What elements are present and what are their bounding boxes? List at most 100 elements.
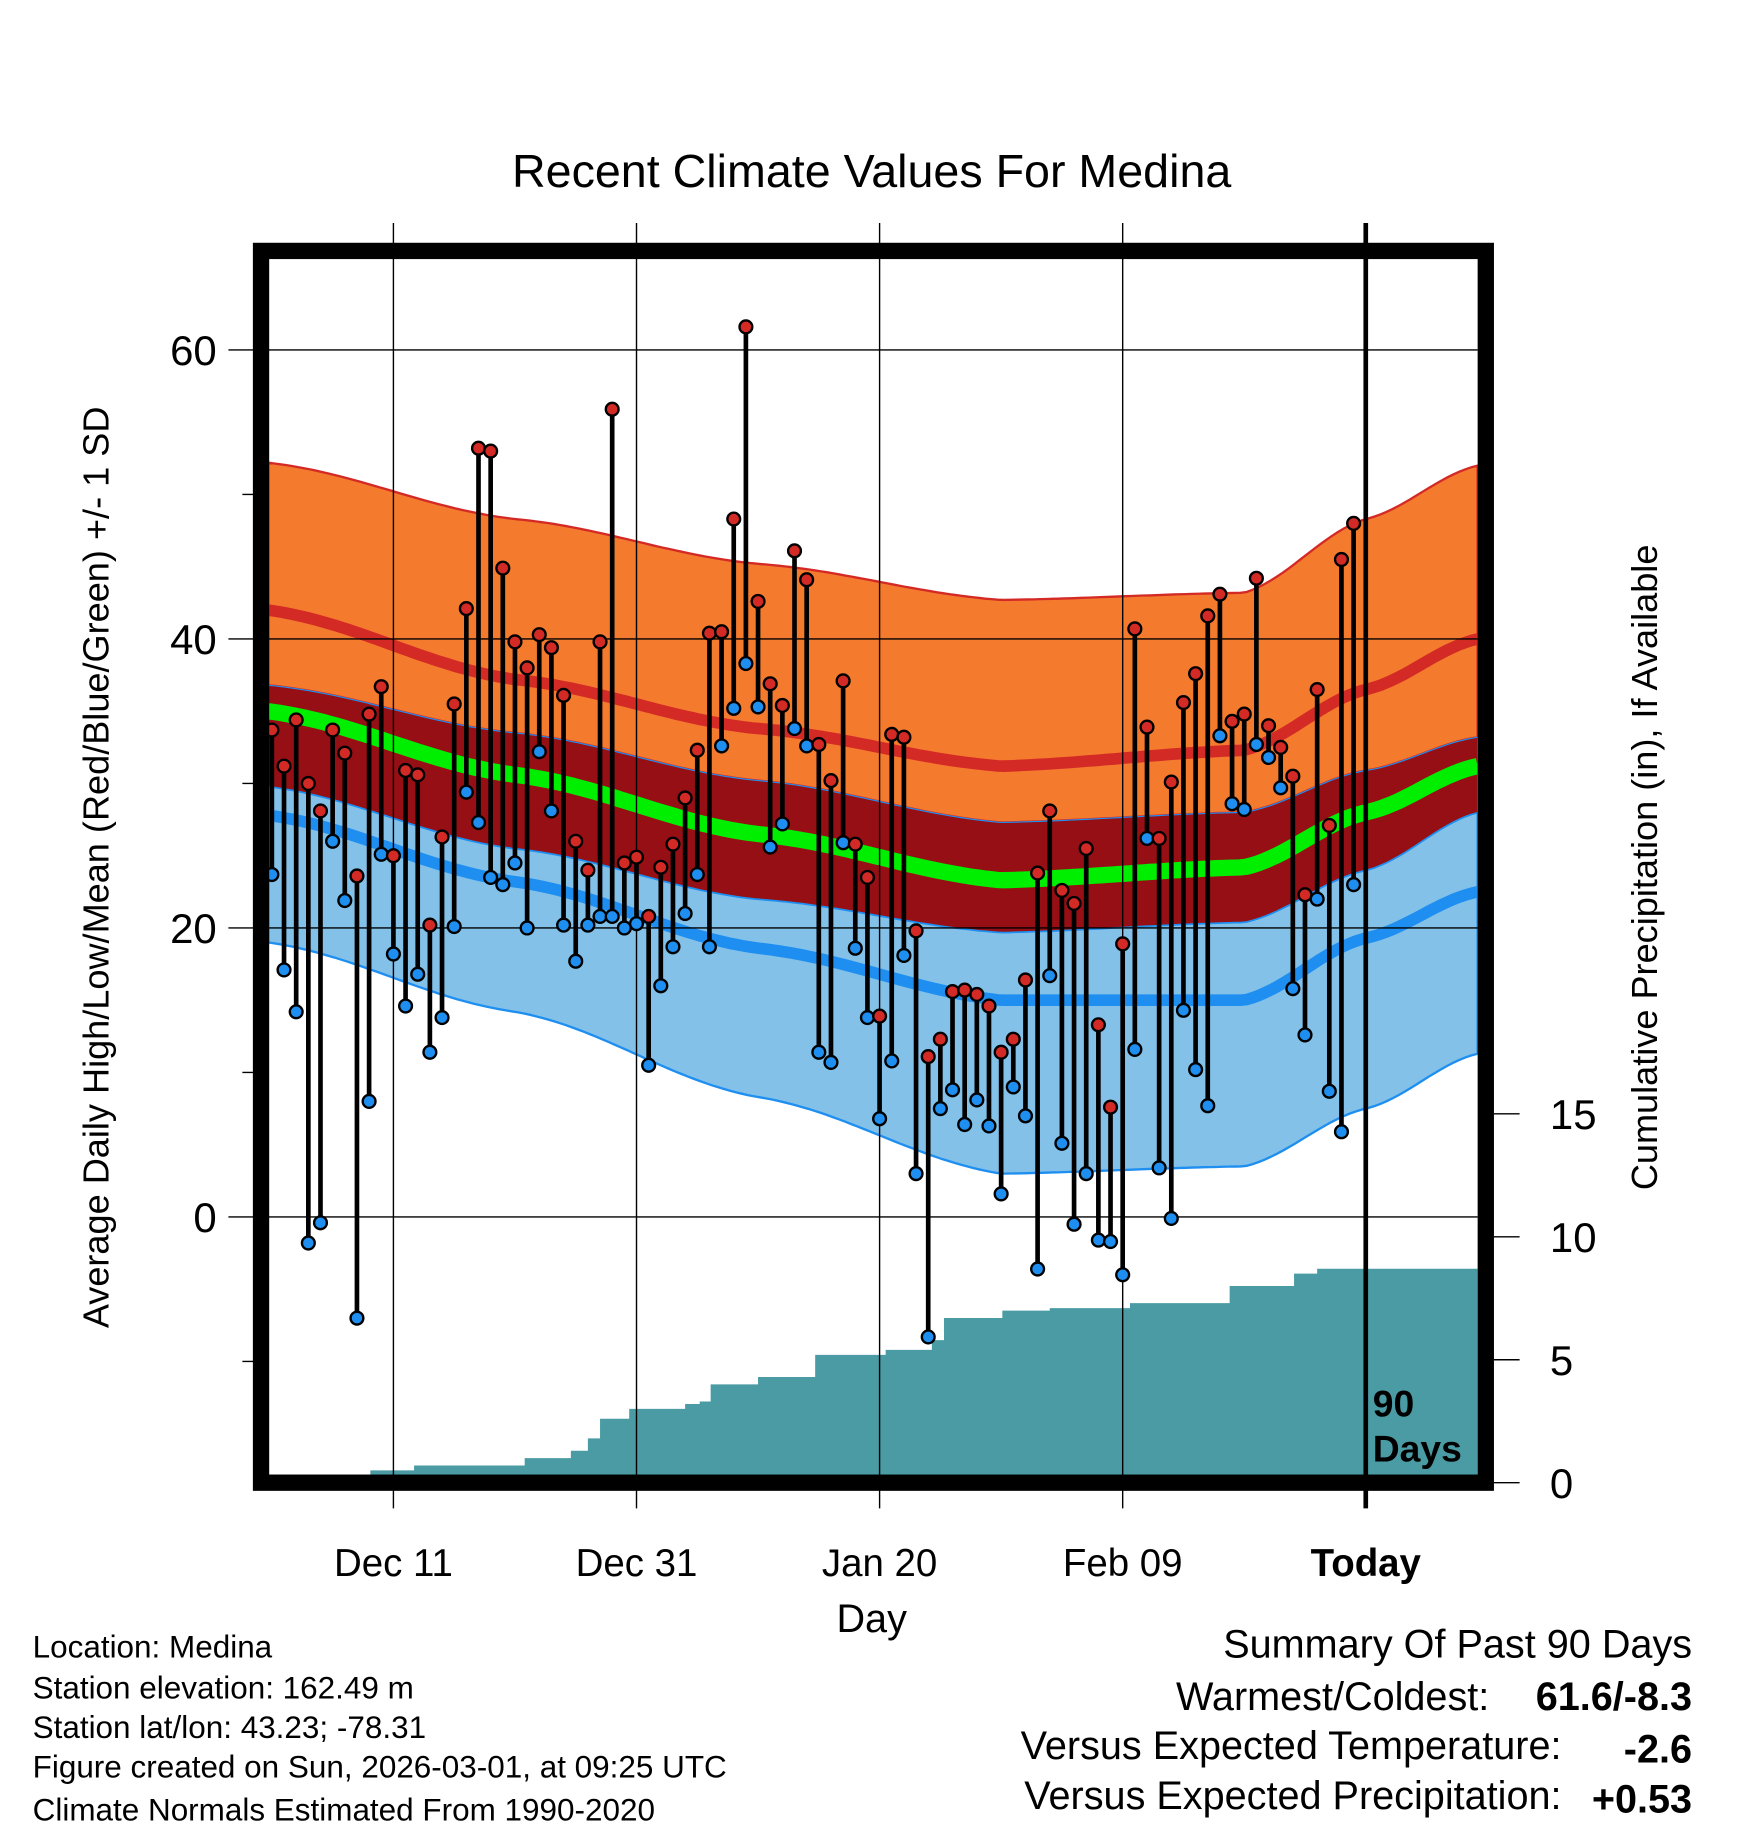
daily-high-point — [859, 869, 876, 885]
daily-temp-range — [349, 868, 365, 1326]
daily-temp-range — [823, 773, 839, 1070]
daily-high-point — [1078, 840, 1094, 857]
daily-temp-range — [361, 706, 377, 1109]
precip-anomaly-value: +0.53 — [1592, 1777, 1692, 1821]
daily-temp-range — [774, 697, 790, 832]
y2-tick-label: 10 — [1550, 1214, 1597, 1261]
daily-temp-range — [653, 859, 669, 994]
daily-high-point — [531, 627, 547, 643]
daily-temp-range — [957, 982, 973, 1133]
warmest-coldest-value: 61.6/-8.3 — [1536, 1675, 1692, 1719]
daily-low-point — [1115, 1267, 1131, 1283]
daily-low-point — [1212, 728, 1228, 744]
daily-high-point — [397, 762, 414, 779]
daily-low-point — [750, 699, 766, 715]
daily-high-point — [677, 790, 693, 806]
daily-low-point — [568, 953, 584, 969]
daily-high-point — [1260, 718, 1277, 734]
y-tick-label: 40 — [170, 616, 217, 663]
daily-low-point — [774, 816, 790, 832]
temp-anomaly-label: Versus Expected Temperature: — [1021, 1724, 1562, 1768]
daily-temp-range — [1297, 887, 1313, 1043]
daily-high-point — [835, 673, 851, 689]
footer-created: Figure created on Sun, 2026-03-01, at 09… — [33, 1750, 727, 1785]
y2-tick-label: 0 — [1550, 1460, 1573, 1507]
daily-low-point — [385, 946, 401, 962]
daily-high-point — [689, 742, 705, 758]
daily-high-point — [653, 859, 669, 875]
daily-low-point — [580, 917, 596, 933]
daily-temp-range — [580, 862, 596, 933]
daily-high-point — [288, 712, 304, 728]
daily-low-point — [1321, 1083, 1337, 1099]
daily-high-point — [1248, 570, 1264, 586]
daily-low-point — [1066, 1216, 1082, 1232]
daily-low-point — [920, 1329, 936, 1345]
y2-tick-label: 5 — [1550, 1337, 1573, 1384]
daily-high-point — [1151, 830, 1167, 846]
daily-temp-range — [288, 712, 304, 1020]
daily-high-point — [507, 634, 523, 650]
daily-temp-range — [884, 726, 900, 1069]
daily-low-point — [726, 700, 742, 716]
daily-temp-range — [726, 511, 742, 716]
daily-high-point — [580, 862, 596, 878]
daily-temp-range — [969, 986, 985, 1108]
daily-low-point — [422, 1044, 438, 1060]
daily-temp-range — [1151, 830, 1167, 1176]
daily-low-point — [896, 947, 912, 964]
daily-high-point — [811, 736, 827, 753]
daily-high-point — [616, 855, 632, 871]
daily-temp-range — [604, 401, 620, 924]
daily-low-point — [519, 920, 535, 936]
daily-high-point — [434, 829, 450, 845]
daily-low-point — [1102, 1233, 1119, 1250]
daily-temp-range — [507, 634, 523, 871]
daily-temp-range — [1017, 972, 1034, 1124]
daily-low-point — [361, 1093, 377, 1109]
daily-temp-range — [1139, 719, 1155, 846]
daily-high-point — [823, 773, 839, 789]
daily-high-point — [276, 758, 292, 774]
station-info: Location: Medina Station elevation: 162.… — [33, 1629, 727, 1827]
daily-high-point — [1139, 719, 1155, 735]
daily-temp-range — [981, 998, 997, 1134]
daily-low-point — [677, 905, 693, 922]
daily-low-point — [312, 1215, 329, 1231]
daily-high-point — [385, 848, 401, 864]
daily-low-point — [434, 1010, 450, 1026]
daily-temp-range — [1127, 621, 1143, 1057]
daily-low-point — [458, 784, 474, 800]
daily-low-point — [811, 1044, 827, 1060]
daily-low-point — [786, 720, 803, 737]
daily-high-point — [568, 833, 584, 849]
daily-high-point — [483, 443, 499, 459]
daily-temp-range — [422, 917, 438, 1060]
today-annotation-line2: Days — [1373, 1428, 1462, 1470]
x-tick-label: Dec 31 — [576, 1542, 698, 1585]
daily-high-point — [519, 660, 535, 676]
daily-low-point — [604, 908, 620, 924]
daily-low-point — [349, 1310, 365, 1326]
daily-low-point — [507, 855, 523, 871]
daily-temp-range — [628, 849, 645, 932]
daily-low-point — [1309, 891, 1325, 907]
daily-high-point — [1188, 666, 1204, 682]
daily-temp-range — [531, 627, 547, 760]
y-tick-label: 60 — [170, 327, 217, 374]
daily-temp-range — [556, 687, 572, 933]
daily-low-point — [823, 1054, 839, 1070]
daily-high-point — [556, 687, 572, 703]
daily-low-point — [1236, 801, 1252, 818]
daily-low-point — [1163, 1210, 1179, 1227]
daily-high-point — [470, 440, 487, 456]
daily-high-point — [1321, 817, 1337, 833]
y2-axis-label: Cumulative Precipitation (in), If Availa… — [1624, 545, 1665, 1191]
daily-temp-range — [1224, 713, 1240, 812]
daily-high-point — [422, 917, 438, 933]
daily-low-point — [543, 803, 559, 819]
daily-temp-range — [1248, 570, 1264, 753]
daily-high-point — [1273, 739, 1289, 755]
daily-temp-range — [337, 745, 353, 909]
daily-temp-range — [1078, 840, 1094, 1182]
